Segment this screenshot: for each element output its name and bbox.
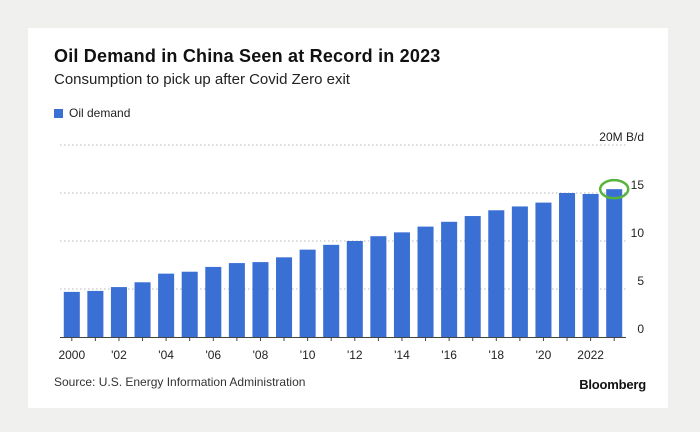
bar-2004 [158, 273, 175, 337]
x-tick-label: '14 [394, 348, 410, 362]
y-tick-label: 15 [631, 178, 645, 192]
bar-2017 [464, 216, 481, 337]
bar-2000 [63, 291, 80, 337]
bar-2013 [370, 236, 387, 337]
x-tick-label: 2022 [577, 348, 604, 362]
x-tick-label: '06 [205, 348, 221, 362]
bloomberg-logo: Bloomberg [579, 377, 646, 392]
bar-2007 [228, 263, 245, 337]
bar-2019 [511, 206, 528, 337]
record-highlight-circle [598, 178, 630, 200]
bar-2023 [606, 189, 623, 337]
legend-label: Oil demand [69, 106, 131, 120]
bar-2012 [346, 241, 363, 337]
bar-2014 [393, 232, 410, 337]
bar-2008 [252, 262, 269, 337]
x-tick-label: '20 [536, 348, 552, 362]
source-note: Source: U.S. Energy Information Administ… [54, 375, 306, 389]
bar-2020 [535, 202, 552, 337]
bar-2021 [559, 193, 576, 337]
bar-2016 [441, 221, 458, 337]
y-tick-label: 0 [637, 322, 644, 336]
bar-2022 [582, 193, 599, 337]
chart-card: Oil Demand in China Seen at Record in 20… [28, 28, 668, 408]
bar-2015 [417, 226, 434, 337]
y-tick-label: 10 [631, 226, 645, 240]
bar-2011 [323, 244, 340, 337]
bar-2006 [205, 266, 222, 337]
x-tick-label: '04 [158, 348, 174, 362]
bar-2009 [276, 257, 293, 337]
legend: Oil demand [54, 106, 130, 120]
y-tick-label: 5 [637, 274, 644, 288]
bar-2010 [299, 249, 316, 337]
x-tick-label: 2000 [58, 348, 85, 362]
y-tick-label: 20M B/d [599, 130, 644, 144]
bar-2001 [87, 290, 104, 337]
x-tick-label: '16 [441, 348, 457, 362]
x-tick-label: '18 [488, 348, 504, 362]
x-tick-label: '02 [111, 348, 127, 362]
bar-2018 [488, 210, 505, 337]
x-tick-label: '12 [347, 348, 363, 362]
chart-subtitle: Consumption to pick up after Covid Zero … [54, 71, 350, 88]
chart-title: Oil Demand in China Seen at Record in 20… [54, 46, 441, 66]
bar-2003 [134, 282, 151, 337]
x-tick-label: '08 [253, 348, 269, 362]
legend-swatch [54, 108, 63, 118]
bar-chart: 0 5 10 15 20M B/d 2000 '02 '04 '06 '08 '10 '12 '14 '1… [58, 130, 645, 362]
x-tick-label: '10 [300, 348, 316, 362]
bar-2005 [181, 271, 198, 337]
bar-2002 [110, 287, 127, 337]
